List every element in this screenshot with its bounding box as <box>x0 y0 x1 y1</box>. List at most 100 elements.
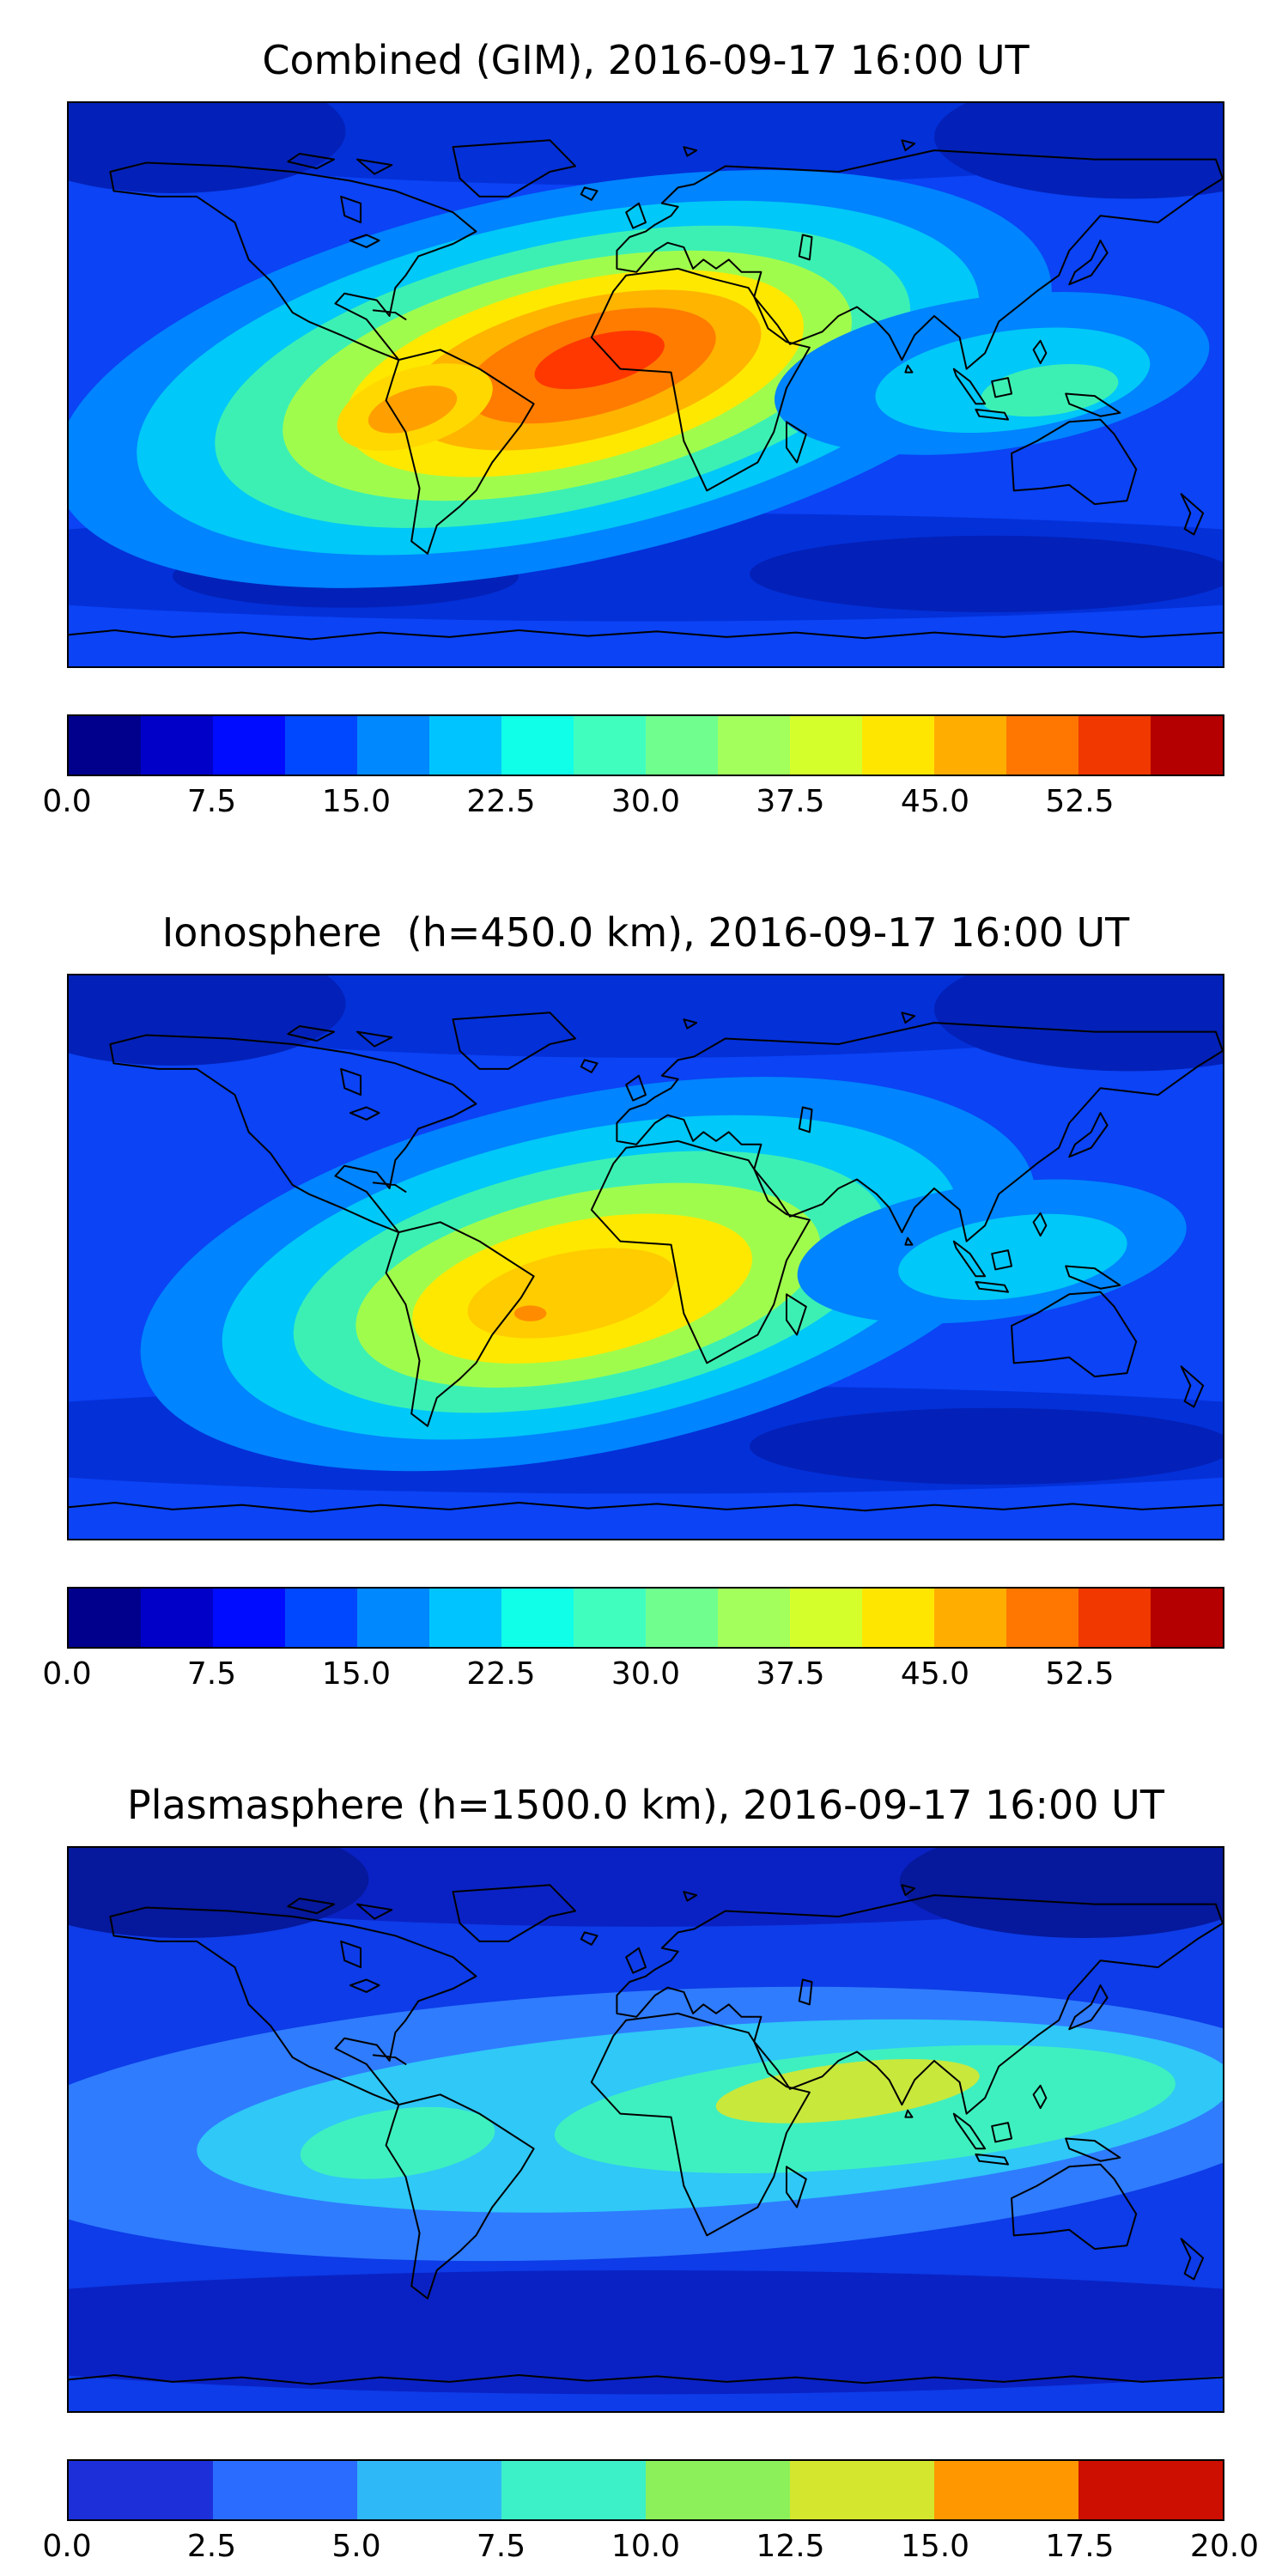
colorbar-combined <box>67 714 1224 776</box>
contour-band <box>300 2106 495 2179</box>
panel-combined-gim: Combined (GIM), 2016-09-17 16:00 UT 0.0 7… <box>42 0 1224 824</box>
colorbar-segment <box>213 2461 357 2519</box>
tec-contour-map-plasmasphere <box>69 1848 1223 2411</box>
colorbar-plasmasphere <box>67 2459 1224 2521</box>
contour-band <box>899 1848 1223 1938</box>
contour-band <box>368 386 458 434</box>
colorbar-segment <box>69 1589 141 1647</box>
colorbar-segment <box>1078 1589 1151 1647</box>
colorbar-segment <box>574 716 646 775</box>
contour-band <box>69 975 1223 1058</box>
colorbar-segment <box>646 2461 790 2519</box>
contour-band <box>69 103 1223 185</box>
colorbar-tick-label: 7.5 <box>476 2529 526 2564</box>
coastlines <box>69 1012 1223 1511</box>
colorbar-ticks-ionosphere: 0.0 7.5 15.0 22.5 30.0 37.5 45.0 52.5 <box>42 1656 1224 1697</box>
colorbar-segment <box>790 716 862 775</box>
colorbar-segment <box>574 1589 646 1647</box>
colorbar-tick-label: 17.5 <box>1045 2529 1115 2564</box>
colorbar-segment <box>934 716 1006 775</box>
colorbar-segment <box>862 1589 934 1647</box>
contour-band <box>513 1305 547 1321</box>
contour-band <box>69 2270 1223 2395</box>
colorbar-segment <box>718 1589 790 1647</box>
colorbar-segment <box>141 1589 213 1647</box>
colorbar-segment <box>429 716 501 775</box>
colorbar-segment <box>934 1589 1006 1647</box>
colorbar-tick-label: 52.5 <box>1045 784 1115 819</box>
coastlines <box>69 1885 1223 2384</box>
colorbar-segment <box>1078 716 1151 775</box>
colorbar-segment <box>1078 2461 1223 2519</box>
contour-band <box>934 103 1223 199</box>
colorbar-tick-label: 22.5 <box>466 1656 536 1692</box>
colorbar-segment <box>718 716 790 775</box>
contour-band <box>534 331 665 390</box>
panel-ionosphere: Ionosphere (h=450.0 km), 2016-09-17 16:0… <box>42 909 1224 1697</box>
colorbar-segment <box>285 1589 357 1647</box>
colorbar-tick-label: 22.5 <box>466 784 536 819</box>
colorbar-segment <box>429 1589 501 1647</box>
colorbar-tick-label: 20.0 <box>1189 2529 1260 2564</box>
colorbar-segment <box>285 716 357 775</box>
tec-contour-map-combined <box>69 103 1223 666</box>
contour-band <box>898 1213 1127 1301</box>
colorbar-segment <box>646 1589 718 1647</box>
map-combined-gim <box>67 101 1224 668</box>
colorbar-tick-label: 0.0 <box>42 1656 92 1692</box>
colorbar-ionosphere <box>67 1587 1224 1649</box>
colorbar-segment <box>934 2461 1078 2519</box>
colorbar-segment <box>69 716 141 775</box>
colorbar-segment <box>1006 716 1078 775</box>
coastlines <box>69 140 1223 639</box>
colorbar-tick-label: 52.5 <box>1045 1656 1115 1692</box>
colorbar-tick-label: 5.0 <box>331 2529 381 2564</box>
colorbar-segment <box>501 716 574 775</box>
tec-contour-map-ionosphere <box>69 975 1223 1539</box>
colorbar-tick-label: 30.0 <box>611 784 681 819</box>
map-plasmasphere <box>67 1846 1224 2413</box>
colorbar-segment <box>646 716 718 775</box>
colorbar-tick-label: 37.5 <box>756 784 825 819</box>
contour-band <box>750 1407 1223 1485</box>
colorbar-tick-label: 30.0 <box>611 1656 681 1692</box>
colorbar-segment <box>862 716 934 775</box>
colorbar-segment <box>357 1589 429 1647</box>
colorbar-tick-label: 7.5 <box>186 1656 237 1692</box>
colorbar-segment <box>357 2461 501 2519</box>
colorbar-tick-label: 45.0 <box>900 784 970 819</box>
colorbar-tick-label: 2.5 <box>186 2529 237 2564</box>
colorbar-segment <box>213 716 285 775</box>
colorbar-tick-label: 0.0 <box>42 784 92 819</box>
contour-band <box>69 1848 369 1938</box>
contour-band <box>934 975 1223 1072</box>
colorbar-segment <box>790 2461 934 2519</box>
colorbar-segment <box>1006 1589 1078 1647</box>
panel-plasmasphere: Plasmasphere (h=1500.0 km), 2016-09-17 1… <box>42 1782 1259 2569</box>
colorbar-tick-label: 12.5 <box>756 2529 825 2564</box>
colorbar-tick-label: 15.0 <box>321 1656 392 1692</box>
panel-title-plasmasphere: Plasmasphere (h=1500.0 km), 2016-09-17 1… <box>127 1782 1164 1828</box>
colorbar-tick-label: 15.0 <box>321 784 392 819</box>
colorbar-segment <box>501 2461 646 2519</box>
colorbar-ticks-plasmasphere: 0.0 2.5 5.0 7.5 10.0 12.5 15.0 17.5 20.0 <box>42 2528 1259 2569</box>
colorbar-tick-label: 15.0 <box>900 2529 970 2564</box>
colorbar-tick-label: 7.5 <box>186 784 237 819</box>
contour-band <box>750 535 1223 613</box>
colorbar-segment <box>69 2461 213 2519</box>
colorbar-tick-label: 37.5 <box>756 1656 825 1692</box>
colorbar-segment <box>141 716 213 775</box>
panel-title-combined: Combined (GIM), 2016-09-17 16:00 UT <box>262 37 1030 83</box>
colorbar-segment <box>1151 716 1223 775</box>
colorbar-tick-label: 0.0 <box>42 2529 92 2564</box>
colorbar-segment <box>357 716 429 775</box>
colorbar-tick-label: 10.0 <box>611 2529 681 2564</box>
colorbar-segment <box>1151 1589 1223 1647</box>
panel-title-ionosphere: Ionosphere (h=450.0 km), 2016-09-17 16:0… <box>161 909 1130 956</box>
colorbar-segment <box>790 1589 862 1647</box>
map-ionosphere <box>67 974 1224 1540</box>
colorbar-ticks-combined: 0.0 7.5 15.0 22.5 30.0 37.5 45.0 52.5 <box>42 783 1224 824</box>
colorbar-tick-label: 45.0 <box>900 1656 970 1692</box>
colorbar-segment <box>501 1589 574 1647</box>
